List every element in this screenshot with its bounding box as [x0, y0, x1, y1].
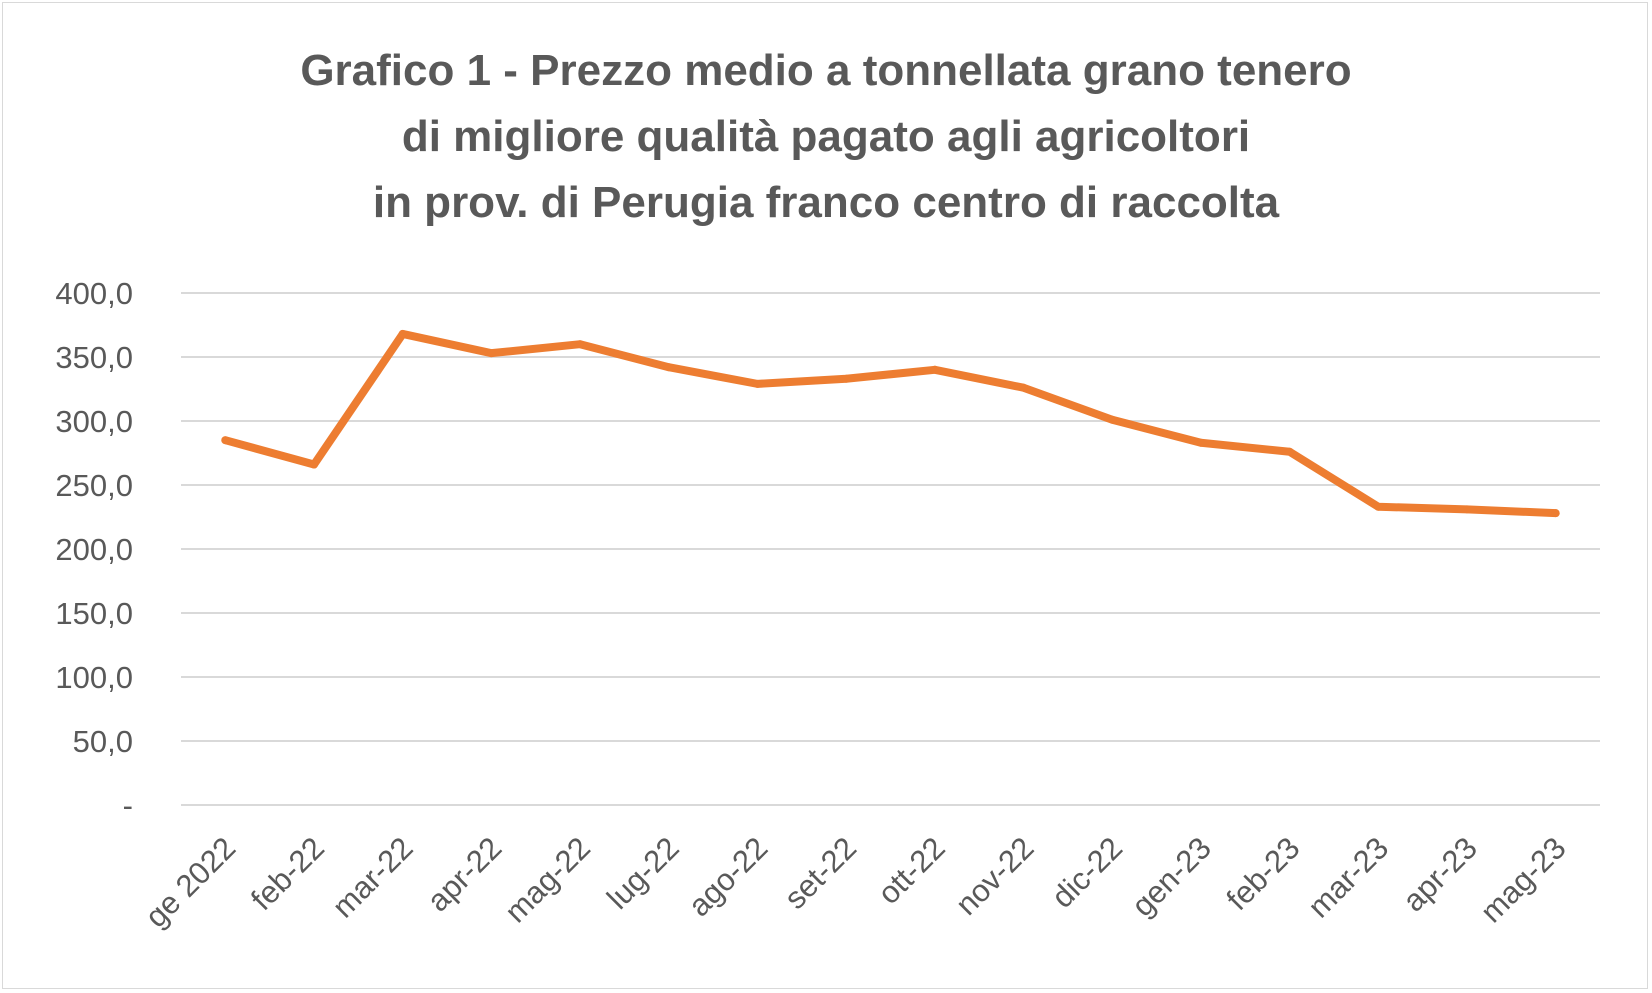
chart-title: Grafico 1 - Prezzo medio a tonnellata gr… — [0, 38, 1652, 236]
y-tick-label-5: 250,0 — [55, 468, 133, 503]
y-tick-label-8: 400,0 — [55, 276, 133, 311]
y-tick-label-6: 300,0 — [55, 404, 133, 439]
x-tick-label-11: gen-23 — [1125, 830, 1218, 923]
y-tick-label-1: 50,0 — [73, 724, 133, 759]
data-points — [221, 329, 1560, 518]
data-point-0-10 — [1108, 415, 1117, 424]
data-point-0-1 — [310, 460, 319, 469]
series-line-0 — [221, 329, 1560, 518]
x-tick-label-14: apr-23 — [1396, 830, 1484, 918]
chart-title-line-2: di migliore qualità pagato agli agricolt… — [401, 112, 1251, 161]
data-point-0-4 — [576, 340, 585, 349]
data-point-0-5 — [664, 363, 673, 372]
x-tick-label-13: mar-23 — [1301, 830, 1395, 924]
y-axis-tick-labels: - 50,0 100,0 150,0 200,0 250,0 300,0 350,0 400,0 — [55, 276, 133, 823]
x-tick-label-8: ott-22 — [871, 830, 952, 911]
data-point-0-14 — [1462, 505, 1471, 514]
chart-title-line-1: Grafico 1 - Prezzo medio a tonnellata gr… — [300, 46, 1352, 95]
x-tick-label-10: dic-22 — [1045, 830, 1129, 914]
data-point-0-11 — [1196, 438, 1205, 447]
y-tick-label-3: 150,0 — [55, 596, 133, 631]
x-tick-label-7: set-22 — [777, 830, 863, 916]
data-point-0-3 — [487, 349, 496, 358]
data-point-0-9 — [1019, 383, 1028, 392]
data-point-0-15 — [1551, 509, 1560, 518]
y-tick-label-7: 350,0 — [55, 340, 133, 375]
data-point-0-7 — [842, 374, 851, 383]
data-point-0-0 — [221, 436, 230, 445]
chart-title-line-3: in prov. di Perugia franco centro di rac… — [372, 178, 1280, 227]
data-point-0-8 — [930, 365, 939, 374]
y-tick-label-2: 100,0 — [55, 660, 133, 695]
y-tick-label-4: 200,0 — [55, 532, 133, 567]
x-tick-label-6: ago-22 — [681, 830, 774, 923]
x-tick-label-12: feb-23 — [1220, 830, 1307, 917]
data-point-0-2 — [398, 329, 407, 338]
x-tick-label-4: mag-22 — [498, 830, 597, 929]
series-lines — [221, 329, 1560, 518]
data-point-0-13 — [1374, 502, 1383, 511]
x-tick-label-1: feb-22 — [244, 830, 331, 917]
gridlines — [181, 292, 1600, 806]
y-tick-label-0: - — [123, 788, 133, 823]
x-tick-label-0: ge 2022 — [138, 830, 242, 934]
data-point-0-6 — [753, 379, 762, 388]
x-tick-label-2: mar-22 — [325, 830, 419, 924]
x-tick-label-5: lug-22 — [600, 830, 686, 916]
x-tick-label-3: apr-22 — [420, 830, 508, 918]
x-tick-label-15: mag-23 — [1474, 830, 1573, 929]
data-point-0-12 — [1285, 447, 1294, 456]
x-tick-label-9: nov-22 — [949, 830, 1041, 922]
